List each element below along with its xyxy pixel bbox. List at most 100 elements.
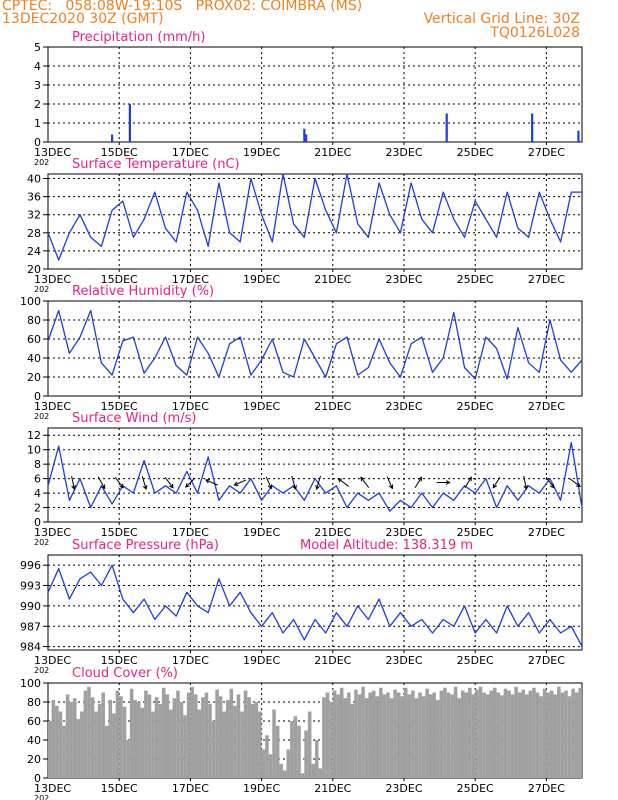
x-start-year: 202: [34, 666, 49, 675]
cloud-cover-bar: [151, 711, 155, 778]
cloud-cover-bar: [172, 698, 177, 778]
cloud-cover-bar: [290, 721, 294, 778]
cloud-cover-bar: [258, 711, 262, 778]
cloud-cover-bar: [226, 700, 230, 778]
cloud-cover-bar: [517, 692, 522, 778]
cloud-cover-bar: [236, 694, 241, 778]
x-tick-label: 19DEC: [243, 782, 280, 795]
cloud-cover-bar: [453, 686, 458, 778]
cloud-cover-bar: [578, 687, 582, 778]
y-tick-label: 993: [20, 580, 41, 593]
cloud-cover-bar: [90, 697, 95, 778]
cloud-cover-bar: [407, 694, 412, 778]
x-tick-label: 27DEC: [528, 146, 565, 159]
panel-title: Cloud Cover (%): [72, 666, 178, 681]
cloud-cover-bar: [496, 692, 501, 778]
cloud-cover-bar: [94, 711, 98, 778]
wind-arrow-head: [315, 485, 320, 491]
panel-annotation: Model Altitude: 138.319 m: [300, 538, 473, 553]
y-tick-label: 10: [27, 444, 41, 457]
cloud-cover-bar: [261, 749, 266, 778]
y-tick-label: 80: [27, 696, 41, 709]
y-tick-label: 1: [34, 117, 41, 130]
panel-title: Surface Pressure (hPa): [72, 538, 219, 553]
cloud-cover-bar: [115, 690, 120, 778]
wind-arrow-head: [185, 483, 190, 488]
cloud-cover-bar: [83, 690, 88, 778]
cloud-cover-bar: [457, 698, 461, 778]
cloud-cover-bar: [279, 763, 283, 778]
x-start-label: 13DEC: [34, 782, 71, 795]
wind-arrow-head: [492, 483, 498, 489]
panel-title: Precipitation (mm/h): [72, 30, 205, 45]
wind-arrow: [265, 476, 272, 489]
cloud-cover-bar: [137, 702, 141, 778]
cloud-cover-bar: [357, 694, 362, 778]
wind-arrow-head: [388, 484, 394, 490]
cloud-cover-bar: [539, 696, 543, 778]
cloud-cover-bar: [87, 686, 91, 778]
wind-arrow: [523, 475, 527, 490]
cloud-cover-bar: [485, 694, 490, 778]
wind-arrow-head: [337, 477, 343, 483]
cloud-cover-bar: [325, 692, 330, 778]
wind-arrow: [337, 478, 349, 487]
cloud-cover-bar: [197, 709, 202, 778]
header-date-line: 13DEC2020 30Z (GMT): [2, 11, 164, 27]
cloud-cover-bar: [507, 690, 511, 778]
x-start-year: 202: [34, 285, 49, 294]
panel-title: Surface Wind (m/s): [72, 411, 196, 426]
wind-arrow: [360, 477, 370, 489]
cloud-cover-bar: [418, 692, 422, 778]
cloud-cover-bar: [364, 698, 369, 778]
y-tick-label: 20: [27, 371, 41, 384]
cloud-cover-bar: [215, 689, 219, 778]
wind-arrow-head: [71, 485, 76, 491]
series-line: [47, 309, 583, 380]
y-tick-label: 60: [27, 333, 41, 346]
cloud-cover-bar: [297, 725, 301, 778]
cloud-cover-bar: [382, 694, 387, 778]
wind-arrow-head: [417, 476, 423, 482]
y-tick-label: 0: [34, 390, 41, 403]
cloud-cover-bar: [339, 687, 344, 778]
cloud-cover-bar: [368, 692, 372, 778]
y-tick-label: 4: [34, 487, 41, 500]
cloud-cover-bar: [104, 725, 109, 778]
cloud-cover-bar: [250, 703, 255, 778]
x-tick-label: 23DEC: [385, 526, 422, 539]
precipitation-bar: [577, 130, 580, 142]
cloud-cover-bar: [354, 689, 358, 778]
cloud-cover-bar: [322, 697, 326, 778]
x-start-label: 13DEC: [34, 273, 71, 286]
cloud-cover-bar: [55, 705, 59, 778]
y-tick-label: 32: [27, 209, 41, 222]
cloud-cover-bar: [190, 686, 194, 778]
wind-arrow-head: [467, 476, 472, 482]
cloud-cover-bar: [535, 692, 540, 778]
header-grid-note: Vertical Grid Line: 30Z: [423, 11, 580, 27]
y-tick-label: 987: [20, 620, 41, 633]
cloud-cover-bar: [468, 687, 472, 778]
cloud-cover-bar: [460, 690, 465, 778]
cloud-cover-bar: [169, 709, 173, 778]
cloud-cover-bar: [208, 703, 212, 778]
cloud-cover-bar: [176, 690, 180, 778]
x-tick-label: 25DEC: [457, 273, 494, 286]
cloud-cover-bar: [179, 702, 184, 778]
cloud-cover-bar: [425, 688, 429, 778]
cloud-cover-bar: [400, 696, 404, 778]
y-tick-label: 2: [34, 98, 41, 111]
x-tick-label: 25DEC: [457, 526, 494, 539]
y-tick-label: 36: [27, 191, 41, 204]
cloud-cover-bar: [268, 754, 273, 778]
cloud-cover-bar: [386, 692, 390, 778]
wind-arrow: [464, 477, 472, 488]
cloud-cover-bar: [542, 688, 547, 778]
cloud-cover-bar: [514, 686, 518, 778]
cloud-cover-bar: [557, 686, 561, 778]
cloud-cover-bar: [379, 687, 383, 778]
cloud-cover-bar: [300, 773, 305, 778]
wind-arrow-head: [233, 481, 239, 486]
